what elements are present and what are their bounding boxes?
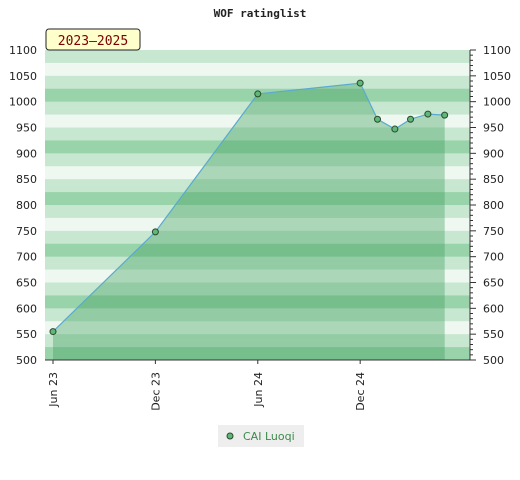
background-band <box>45 140 470 148</box>
legend-marker <box>226 432 234 440</box>
y-tick-label-right: 500 <box>483 354 504 367</box>
background-band <box>45 263 470 270</box>
background-band <box>45 50 470 57</box>
background-band <box>45 95 470 102</box>
background-band <box>45 282 470 290</box>
background-band <box>45 82 470 90</box>
background-band <box>45 308 470 316</box>
background-band <box>45 192 470 199</box>
background-band <box>45 198 470 206</box>
background-band <box>45 321 470 329</box>
data-point[interactable] <box>356 79 364 87</box>
background-band <box>45 334 470 341</box>
x-tick-label: Dec 23 <box>149 372 162 411</box>
background-band <box>45 121 470 128</box>
y-tick-label-right: 1050 <box>483 70 511 83</box>
background-band <box>45 230 470 238</box>
background-band <box>45 256 470 264</box>
background-band <box>45 205 470 212</box>
background-band <box>45 340 470 348</box>
y-tick-label: 1100 <box>9 44 37 57</box>
y-tick-label-right: 650 <box>483 277 504 290</box>
x-tick-label: Jun 23 <box>47 372 60 408</box>
y-tick-label: 550 <box>16 328 37 341</box>
data-point[interactable] <box>151 228 159 236</box>
background-band <box>45 243 470 251</box>
data-point[interactable] <box>391 125 399 133</box>
background-band <box>45 347 470 354</box>
series-markers <box>49 79 449 336</box>
background-band <box>45 56 470 64</box>
background-band <box>45 166 470 174</box>
background-band <box>45 159 470 167</box>
y-tick-label-right: 550 <box>483 328 504 341</box>
x-axis: Jun 23 Dec 23 Jun 24 Dec 24 <box>45 359 470 411</box>
y-tick-label-right: 1100 <box>483 44 511 57</box>
background-band <box>45 101 470 109</box>
y-tick-label: 750 <box>16 225 37 238</box>
chart-title: WOF ratinglist <box>214 7 307 20</box>
data-point[interactable] <box>374 115 382 123</box>
background-band <box>45 172 470 180</box>
background-band <box>45 153 470 161</box>
background-band <box>45 314 470 322</box>
data-point[interactable] <box>441 111 449 119</box>
background-band <box>45 108 470 115</box>
background-band <box>45 237 470 245</box>
y-tick-label: 950 <box>16 122 37 135</box>
background-band <box>45 327 470 335</box>
data-point[interactable] <box>424 110 432 118</box>
background-band <box>45 133 470 141</box>
y-tick-label: 650 <box>16 277 37 290</box>
background-band <box>45 301 470 309</box>
y-tick-label-right: 950 <box>483 122 504 135</box>
y-tick-label: 500 <box>16 354 37 367</box>
background-band <box>45 269 470 277</box>
data-point[interactable] <box>254 90 262 98</box>
y-tick-label-right: 750 <box>483 225 504 238</box>
y-tick-label: 700 <box>16 251 37 264</box>
y-tick-label-right: 600 <box>483 302 504 315</box>
background-band <box>45 146 470 154</box>
data-point[interactable] <box>407 115 415 123</box>
background-band <box>45 211 470 219</box>
period-label: 2023–2025 <box>58 34 128 49</box>
y-tick-label: 800 <box>16 199 37 212</box>
background-band <box>45 276 470 283</box>
background-band <box>45 69 470 77</box>
background-band <box>45 62 470 70</box>
background-band <box>45 224 470 232</box>
y-tick-label: 600 <box>16 302 37 315</box>
y-tick-label-right: 900 <box>483 147 504 160</box>
background-band <box>45 288 470 296</box>
y-tick-label-right: 800 <box>483 199 504 212</box>
background-band <box>45 114 470 122</box>
y-axis-right: 500 550 600 650 700 750 800 850 900 950 1000 1050 11… <box>469 44 511 367</box>
x-tick-label: Dec 24 <box>354 372 367 411</box>
x-tick-label: Jun 24 <box>252 372 265 408</box>
background-band <box>45 127 470 135</box>
y-tick-label-right: 1000 <box>483 96 511 109</box>
legend: CAI Luoqi <box>218 425 304 447</box>
background-band <box>45 295 470 303</box>
background-band <box>45 75 470 83</box>
background-band <box>45 179 470 186</box>
period-badge: 2023–2025 <box>45 28 141 51</box>
background-band <box>45 217 470 225</box>
y-tick-label: 1000 <box>9 96 37 109</box>
plot-background <box>45 50 470 361</box>
legend-entry[interactable]: CAI Luoqi <box>243 430 295 443</box>
background-band <box>45 353 470 361</box>
series-area <box>53 83 445 360</box>
background-band <box>45 185 470 193</box>
y-tick-label-right: 850 <box>483 173 504 186</box>
y-tick-label-right: 700 <box>483 251 504 264</box>
data-point[interactable] <box>49 328 57 336</box>
y-tick-label: 900 <box>16 147 37 160</box>
y-axis-left: 500 550 600 650 700 750 800 850 900 950 1000 1050 11… <box>9 44 37 367</box>
y-tick-label: 1050 <box>9 70 37 83</box>
y-tick-label: 850 <box>16 173 37 186</box>
background-band <box>45 250 470 257</box>
